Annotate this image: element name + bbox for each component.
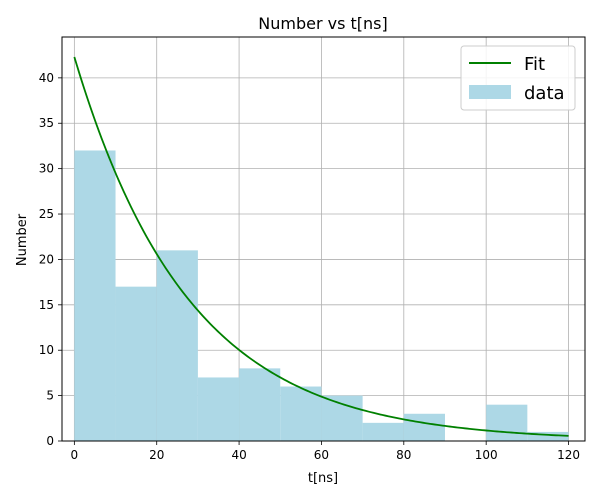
y-tick-label: 15 <box>39 298 54 312</box>
histogram-bar <box>527 431 569 441</box>
y-tick-label: 25 <box>39 207 54 221</box>
histogram-bar <box>239 368 281 441</box>
legend: Fit data <box>460 45 576 111</box>
histogram-bar <box>486 404 528 441</box>
x-tick-label: 120 <box>557 448 580 462</box>
y-axis-label: Number <box>15 213 30 266</box>
histogram-bar <box>74 150 116 441</box>
chart-title: Number vs t[ns] <box>258 14 387 33</box>
x-tick-label: 20 <box>149 448 164 462</box>
y-tick-label: 30 <box>39 162 54 176</box>
y-tick-label: 5 <box>46 389 54 403</box>
histogram-bar <box>115 286 157 441</box>
x-tick-label: 60 <box>314 448 329 462</box>
x-axis-label: t[ns] <box>308 471 338 486</box>
histogram-bar <box>197 377 240 441</box>
y-tick-label: 40 <box>39 71 54 85</box>
y-tick-label: 20 <box>39 252 54 266</box>
histogram-bar <box>403 413 445 441</box>
x-tick-label: 40 <box>231 448 246 462</box>
histogram-bar <box>156 250 198 441</box>
y-tick-label: 10 <box>39 343 54 357</box>
legend-data-label: data <box>524 83 565 104</box>
x-tick-label: 0 <box>71 448 79 462</box>
x-tick-label: 100 <box>475 448 498 462</box>
plot-frame <box>61 36 586 442</box>
histogram-bar <box>362 422 404 441</box>
fit-curve <box>73 56 569 437</box>
y-tick-label: 35 <box>39 116 54 130</box>
histogram-bar <box>321 395 363 441</box>
histogram-bars <box>74 150 569 441</box>
legend-data-swatch <box>469 85 511 99</box>
legend-fit-label: Fit <box>524 54 545 75</box>
axis-ticks: 0 20 40 60 80 100 120 0 5 10 15 20 25 30 35 40 <box>39 71 580 462</box>
x-tick-label: 80 <box>396 448 411 462</box>
histogram-bar <box>280 386 322 441</box>
fit-curve-group <box>73 56 569 437</box>
y-tick-label: 0 <box>46 434 54 448</box>
